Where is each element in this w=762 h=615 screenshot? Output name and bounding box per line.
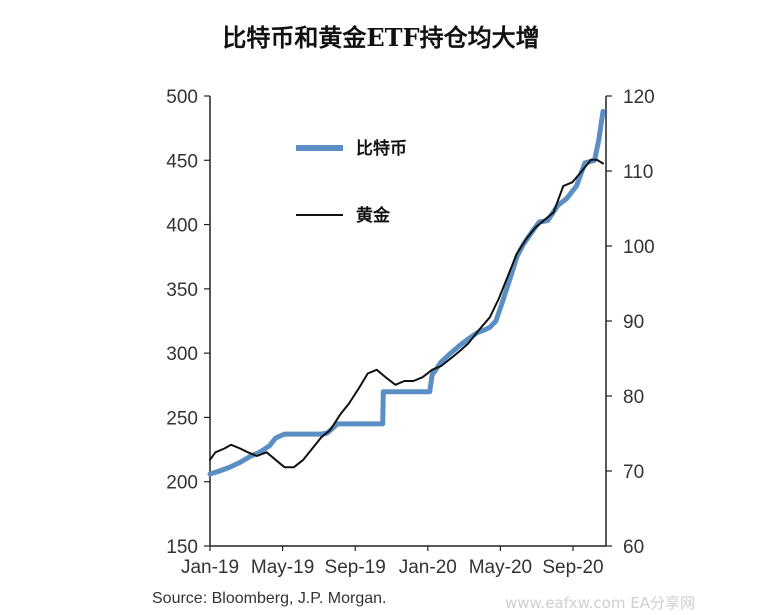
left-tick-label: 450 — [166, 151, 198, 172]
left-tick-label: 350 — [166, 280, 198, 301]
axes-layer: 150 200 250 300 350 400 450 500 60 70 80 90 100 110 12… — [166, 87, 654, 578]
legend-label: 比特币 — [356, 138, 407, 159]
left-tick-label: 300 — [166, 344, 198, 365]
x-tick-label: Sep-19 — [325, 557, 386, 578]
left-tick-label: 400 — [166, 216, 198, 237]
right-tick-label: 90 — [623, 312, 644, 333]
x-tick-label: Jan-19 — [181, 557, 239, 578]
right-tick-label: 70 — [623, 462, 644, 483]
x-tick-label: May-19 — [251, 557, 314, 578]
x-tick-label: Sep-20 — [542, 557, 603, 578]
left-tick-label: 500 — [166, 87, 198, 108]
chart-title: 比特币和黄金ETF持仓均大增 — [222, 23, 540, 52]
left-tick-label: 250 — [166, 408, 198, 429]
gold-series-line — [209, 158, 604, 469]
x-tick-label: May-20 — [469, 557, 532, 578]
right-tick-label: 60 — [623, 537, 644, 558]
right-tick-label: 120 — [623, 87, 655, 108]
left-tick-label: 200 — [166, 473, 198, 494]
right-tick-label: 110 — [623, 162, 653, 183]
series-layer — [207, 108, 606, 477]
right-tick-label: 100 — [623, 237, 655, 258]
source-note: Source: Bloomberg, J.P. Morgan. — [152, 590, 387, 607]
x-tick-label: Jan-20 — [399, 557, 457, 578]
watermark: www.eafxw.com EA分享网 — [505, 594, 695, 612]
right-tick-label: 80 — [623, 387, 644, 408]
legend-label: 黄金 — [356, 205, 391, 226]
bitcoin-series-line — [207, 108, 606, 477]
left-tick-label: 150 — [166, 537, 198, 558]
